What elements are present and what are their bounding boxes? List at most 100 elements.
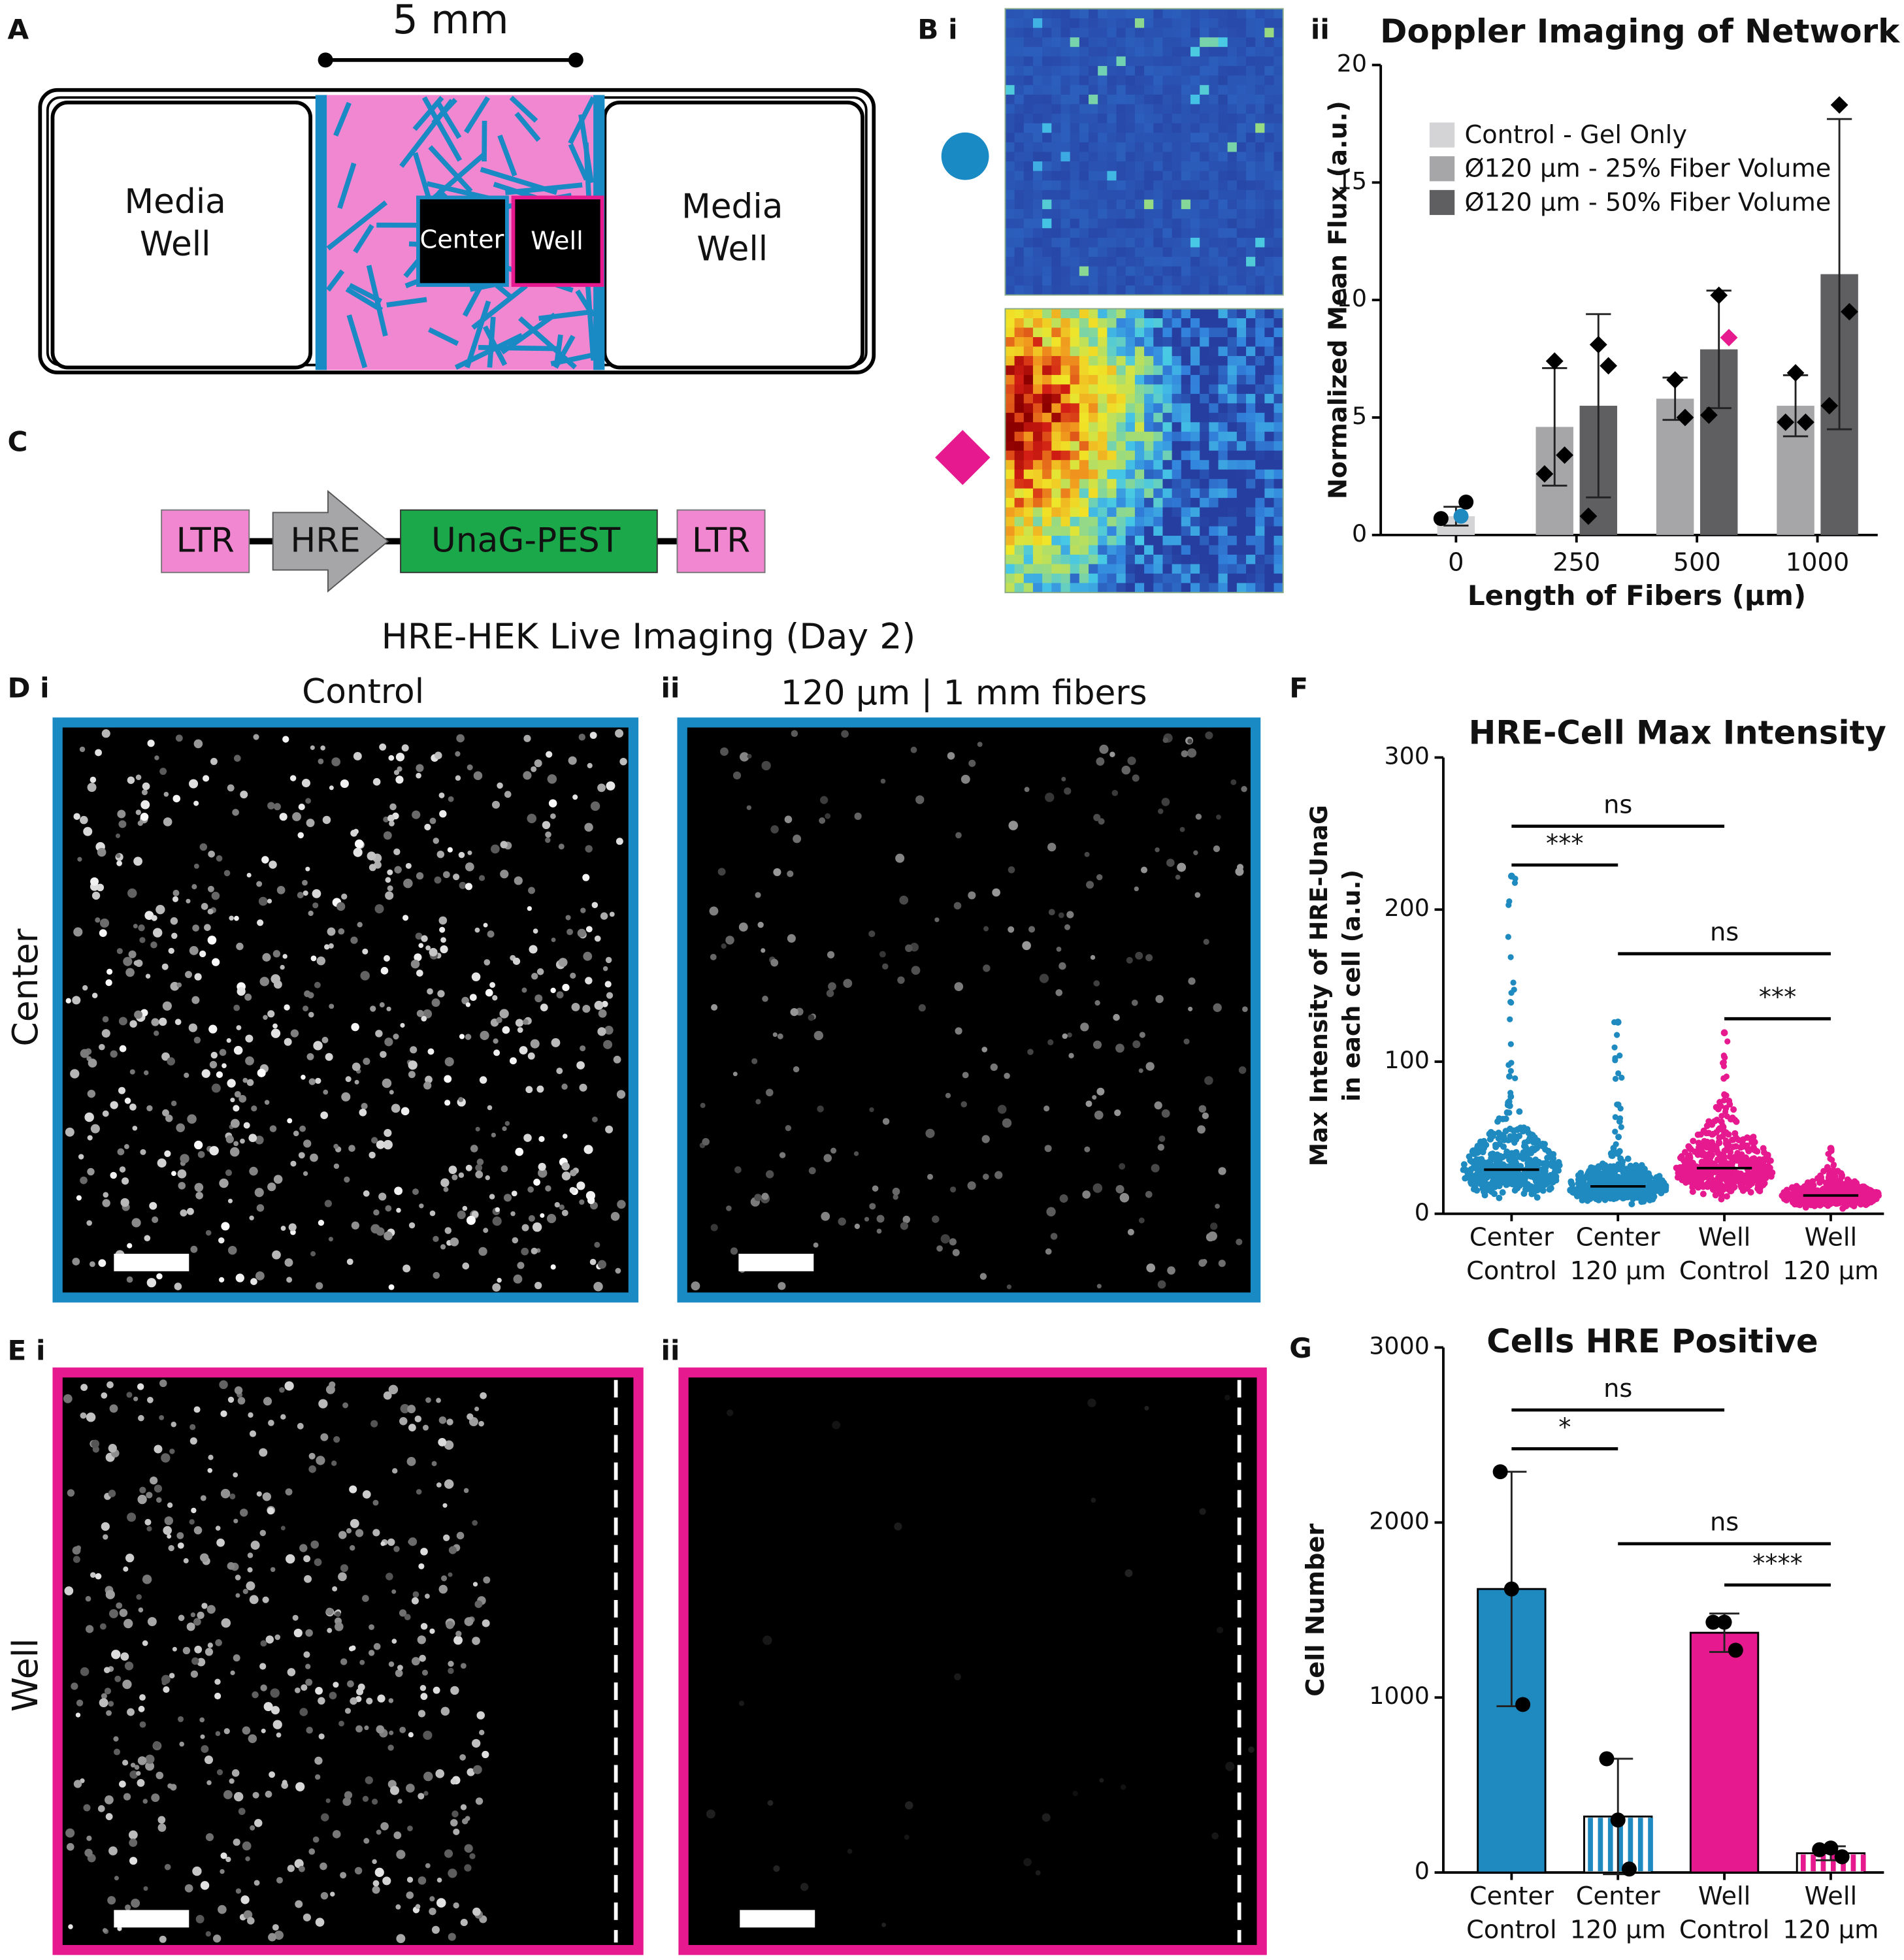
- cell-spot: [372, 777, 381, 786]
- cell-spot: [960, 774, 970, 784]
- heat-cell: [1227, 8, 1238, 19]
- heat-cell: [1162, 412, 1173, 423]
- cell-spot: [1157, 1280, 1166, 1289]
- cell-spot: [254, 1819, 263, 1827]
- x-tick-label: Well: [1698, 1223, 1750, 1252]
- heat-cell: [1134, 441, 1145, 451]
- heat-cell: [1209, 517, 1219, 527]
- heat-cell: [1023, 27, 1034, 38]
- cell-spot: [546, 1213, 557, 1224]
- fiber: [497, 134, 517, 177]
- cell-spot: [90, 1124, 100, 1134]
- heat-cell: [1125, 18, 1136, 29]
- heat-cell: [1089, 479, 1098, 489]
- cell-spot: [191, 1507, 197, 1514]
- heat-cell: [1042, 517, 1053, 527]
- heat-cell: [1246, 218, 1256, 229]
- cell-spot: [904, 1835, 910, 1840]
- cell-spot: [103, 1534, 108, 1540]
- heat-cell: [1023, 37, 1034, 48]
- heat-cell: [1042, 384, 1053, 395]
- cell-spot: [363, 1190, 370, 1197]
- cell-dot: [1707, 1178, 1715, 1185]
- heat-cell: [1023, 152, 1034, 162]
- cell-spot: [229, 1147, 240, 1157]
- heat-cell: [1162, 27, 1173, 38]
- cell-spot: [467, 1413, 474, 1420]
- cell-dot: [1754, 1182, 1762, 1189]
- cell-spot: [236, 1025, 242, 1030]
- cell-dot: [1689, 1188, 1696, 1195]
- cell-spot: [1096, 1284, 1102, 1289]
- heat-cell: [1116, 308, 1126, 319]
- heat-cell: [1060, 374, 1071, 385]
- heat-cell: [1089, 18, 1098, 29]
- cell-spot: [272, 950, 281, 958]
- cell-spot: [209, 1060, 218, 1069]
- cell-spot: [576, 1061, 585, 1070]
- heat-cell: [1209, 545, 1219, 555]
- cell-spot: [321, 1813, 329, 1821]
- cell-spot: [443, 871, 450, 879]
- heat-cell: [1236, 346, 1247, 357]
- heat-cell: [1181, 498, 1191, 508]
- heat-cell: [1209, 384, 1219, 395]
- cell-spot: [827, 951, 835, 958]
- heat-cell: [1172, 75, 1182, 86]
- cell-spot: [765, 1088, 774, 1097]
- cell-spot: [1138, 1068, 1143, 1073]
- heat-cell: [1014, 365, 1025, 376]
- cell-spot: [429, 1896, 435, 1902]
- cell-spot: [99, 918, 110, 928]
- heat-cell: [1172, 171, 1182, 182]
- heat-cell: [1209, 85, 1219, 95]
- heat-cell: [1181, 488, 1191, 498]
- heat-cell: [1125, 517, 1136, 527]
- cell-spot: [819, 817, 826, 824]
- cell-spot: [579, 1199, 585, 1205]
- unag-box: [400, 509, 658, 574]
- heat-cell: [1209, 161, 1219, 172]
- cell-dot: [1615, 1070, 1622, 1077]
- heat-cell: [1032, 554, 1043, 565]
- heat-cell: [1032, 517, 1043, 527]
- cell-spot: [262, 953, 271, 962]
- cell-spot: [172, 889, 180, 896]
- heat-cell: [1060, 133, 1071, 143]
- cell-spot: [329, 785, 334, 791]
- heat-cell: [1042, 142, 1053, 153]
- cell-dot: [1511, 1187, 1518, 1194]
- cell-spot: [512, 957, 521, 965]
- cell-dot: [1460, 1161, 1468, 1168]
- heat-cell: [1116, 564, 1126, 574]
- column-label: Control: [302, 672, 424, 711]
- cell-spot: [556, 1068, 563, 1075]
- cell-spot: [211, 1083, 221, 1093]
- heat-cell: [1181, 285, 1191, 296]
- heat-cell: [1005, 498, 1015, 508]
- heat-cell: [1005, 189, 1015, 201]
- heat-cell: [1190, 564, 1200, 574]
- cell-spot: [254, 1880, 260, 1886]
- cell-spot: [808, 1167, 816, 1175]
- heat-cell: [1200, 441, 1210, 451]
- cell-spot: [416, 970, 423, 977]
- heat-cell: [1200, 180, 1210, 191]
- cell-spot: [229, 1493, 236, 1499]
- cell-spot: [444, 1075, 452, 1083]
- cell-spot: [379, 743, 387, 751]
- heat-cell: [1172, 507, 1182, 517]
- heat-cell: [1236, 266, 1247, 277]
- heat-cell: [1060, 104, 1071, 114]
- cell-spot: [234, 1386, 243, 1395]
- cell-dot: [1555, 1158, 1562, 1166]
- heat-cell: [1190, 228, 1200, 238]
- image-bg: [57, 722, 634, 1298]
- cell-spot: [448, 1869, 457, 1878]
- cell-spot: [419, 1684, 427, 1691]
- cell-spot: [1072, 1790, 1078, 1797]
- heat-cell: [1023, 488, 1034, 498]
- cell-spot: [376, 1725, 385, 1734]
- cell-dot: [1612, 1114, 1618, 1120]
- cell-spot: [117, 1148, 125, 1156]
